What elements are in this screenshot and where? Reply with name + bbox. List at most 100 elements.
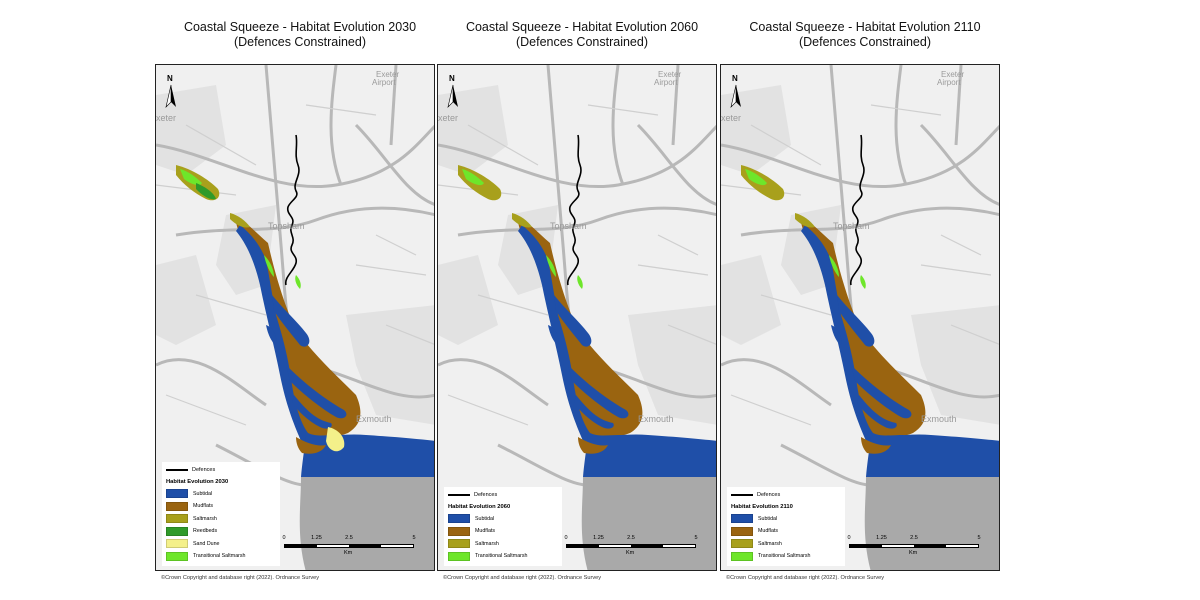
scale-bar: 0 1.25 2.5 5 Km [282,535,424,561]
scale-tick-label: 2.5 [910,535,918,541]
legend-item-label: Mudflats [758,528,779,534]
north-arrow-icon: N [165,74,176,108]
legend-title: Habitat Evolution 2110 [731,504,793,510]
legend-item: Sand Dune [166,538,276,549]
legend-item: Saltmarsh [731,538,841,549]
place-label-airport: Exeter [376,70,399,79]
scale-unit: Km [344,550,353,556]
map-panel-2110: Coastal Squeeze - Habitat Evolution 2110… [720,0,1010,600]
place-label-exeter: Exeter [156,113,176,123]
legend-item: Mudflats [448,526,558,537]
north-label: N [732,74,738,83]
place-label-topsham: Topsham [268,221,305,231]
north-label: N [167,74,173,83]
scale-tick-label: 0 [847,535,851,541]
map-legend: Defences Habitat Evolution 2110 Subtidal Mu… [727,487,845,566]
scale-bar-graphic [849,544,979,548]
north-arrow-icon: N [730,74,741,108]
place-label-airport: Airport [654,78,678,87]
title-line-2: (Defences Constrained) [515,35,648,49]
legend-swatch [731,514,753,523]
legend-defences: Defences [166,465,276,475]
copyright-text: ©Crown Copyright and database right (202… [726,575,885,581]
legend-defences-label: Defences [474,492,498,498]
place-label-exeter: Exeter [438,113,458,123]
legend-item-label: Saltmarsh [758,540,782,547]
legend-item-label: Saltmarsh [475,540,499,547]
defences-line-swatch [448,494,470,496]
legend-swatch [448,539,470,548]
panel-title: Coastal Squeeze - Habitat Evolution 2110… [710,20,1020,50]
scale-tick-label: 0 [282,535,286,541]
legend-title: Habitat Evolution 2030 [166,479,229,485]
map-panel-2060: Coastal Squeeze - Habitat Evolution 2060… [437,0,727,600]
title-line-2: (Defences Constrained) [233,35,366,49]
north-arrow-icon: N [447,74,458,108]
legend-item: Mudflats [731,526,841,537]
scale-bar: 0 1.25 2.5 5 Km [847,535,989,561]
legend-defences-label: Defences [757,492,781,498]
legend-swatch [166,514,188,523]
legend-swatch [166,501,188,511]
legend-item: Saltmarsh [448,538,558,549]
legend-item: Transitional Saltmarsh [731,551,841,562]
scale-tick-label: 5 [412,535,416,541]
scale-tick-label: 2.5 [627,535,635,541]
scale-tick-label: 0 [564,535,568,541]
legend-item-label: Transitional Saltmarsh [193,553,246,559]
legend-item-label: Subtidal [475,515,495,522]
legend-item: Mudflats [166,501,276,512]
legend-swatch [166,489,188,498]
legend-swatch [448,526,470,536]
scale-bar: 0 1.25 2.5 5 Km [564,535,706,561]
legend-item: Reedbeds [166,526,276,537]
legend-item: Subtidal [166,488,276,499]
place-label-airport: Airport [372,78,396,87]
place-label-topsham: Topsham [833,221,870,231]
legend-item-label: Transitional Saltmarsh [475,553,528,559]
legend-item: Transitional Saltmarsh [166,551,276,562]
title-line-1: Coastal Squeeze - Habitat Evolution 2060 [465,20,699,34]
legend-item-label: Sand Dune [193,540,220,547]
legend-item-label: Mudflats [475,528,496,534]
legend-item: Transitional Saltmarsh [448,551,558,562]
place-label-exmouth: Exmouth [638,414,674,424]
legend-swatch [166,551,188,561]
legend-item-label: Saltmarsh [193,515,217,522]
scale-tick-label: 5 [694,535,698,541]
scale-tick-label: 1.25 [593,535,604,541]
legend-item: Saltmarsh [166,513,276,524]
defences-line-swatch [731,494,753,496]
legend-item-label: Subtidal [758,515,778,522]
map-canvas: NExeterExeterAirportTopshamExmouthDawlis… [438,65,716,570]
legend-title: Habitat Evolution 2060 [448,504,511,510]
map-canvas: NExeterExeterAirportTopshamExmouthDawlis… [721,65,999,570]
panel-title: Coastal Squeeze - Habitat Evolution 2060… [427,20,737,50]
legend-defences: Defences [448,490,558,500]
map-frame: NExeterExeterAirportTopshamExmouthDawlis… [155,64,435,571]
legend-defences: Defences [731,490,841,500]
legend-swatch [731,551,753,561]
legend-swatch [166,539,188,548]
legend-item-label: Reedbeds [193,528,218,534]
legend-swatch [731,526,753,536]
legend-swatch [731,539,753,548]
scale-unit: Km [909,550,918,556]
place-label-exmouth: Exmouth [356,414,392,424]
scale-bar-graphic [284,544,414,548]
copyright-text: ©Crown Copyright and database right (202… [161,575,320,581]
copyright-text: ©Crown Copyright and database right (202… [443,575,602,581]
map-frame: NExeterExeterAirportTopshamExmouthDawlis… [437,64,717,571]
legend-item-label: Subtidal [193,490,213,497]
scale-bar-graphic [566,544,696,548]
map-panel-2030: Coastal Squeeze - Habitat Evolution 2030… [155,0,445,600]
legend-swatch [448,551,470,561]
legend-item: Subtidal [731,513,841,524]
title-line-1: Coastal Squeeze - Habitat Evolution 2030 [183,20,417,34]
defences-line-swatch [166,469,188,471]
map-legend: Defences Habitat Evolution 2060 Subtidal Mu… [444,487,562,566]
place-label-airport: Exeter [658,70,681,79]
north-label: N [449,74,455,83]
legend-item-label: Mudflats [193,503,214,509]
legend-swatch [166,526,188,536]
